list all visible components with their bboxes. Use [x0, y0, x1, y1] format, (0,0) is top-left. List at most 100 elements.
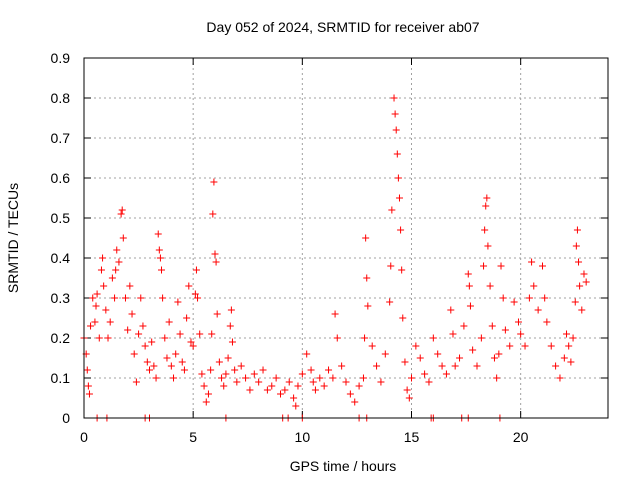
data-point — [174, 298, 182, 306]
data-point — [161, 334, 169, 342]
data-point — [117, 210, 125, 218]
data-point — [154, 230, 162, 238]
data-point — [359, 374, 367, 382]
data-point — [307, 366, 315, 374]
data-point — [497, 262, 505, 270]
data-point — [381, 350, 389, 358]
data-point — [514, 318, 522, 326]
data-point — [204, 390, 212, 398]
data-point — [194, 294, 202, 302]
data-point — [132, 378, 140, 386]
data-point — [333, 334, 341, 342]
chart-title: Day 052 of 2024, SRMTID for receiver ab0… — [206, 19, 479, 35]
data-point — [442, 370, 450, 378]
data-point — [510, 298, 518, 306]
data-point — [373, 362, 381, 370]
data-point — [198, 370, 206, 378]
data-point — [224, 354, 232, 362]
data-point — [108, 274, 116, 282]
data-point — [429, 334, 437, 342]
data-point — [368, 342, 376, 350]
data-point — [146, 366, 153, 374]
data-point — [143, 358, 151, 366]
x-axis-label: GPS time / hours — [290, 458, 397, 474]
data-point — [212, 258, 220, 266]
y-tick-label: 0.2 — [51, 330, 71, 346]
data-point — [456, 354, 464, 362]
data-point — [298, 370, 306, 378]
data-point — [495, 350, 503, 358]
data-point — [416, 354, 424, 362]
data-point — [227, 306, 235, 314]
data-point — [192, 266, 200, 274]
y-tick-label: 0.6 — [51, 170, 71, 186]
data-point — [530, 282, 538, 290]
data-point — [517, 330, 525, 338]
data-point — [104, 334, 112, 342]
data-point — [141, 342, 149, 350]
data-point — [311, 386, 319, 394]
data-point — [309, 378, 317, 386]
data-point — [393, 150, 401, 158]
x-tick-label: 15 — [404, 429, 420, 445]
data-point — [331, 310, 339, 318]
data-point — [412, 342, 420, 350]
data-point — [233, 378, 241, 386]
data-point — [220, 382, 228, 390]
data-point — [483, 194, 491, 202]
data-point — [228, 338, 236, 346]
data-point — [392, 126, 400, 134]
data-point — [543, 318, 551, 326]
y-tick-label: 0.3 — [51, 290, 71, 306]
data-point — [91, 318, 99, 326]
data-point — [547, 342, 555, 350]
data-points — [80, 94, 590, 422]
data-point — [338, 362, 346, 370]
y-tick-label: 0.4 — [51, 250, 71, 266]
data-point — [95, 334, 103, 342]
data-point — [469, 346, 477, 354]
data-point — [539, 262, 546, 270]
data-point — [213, 310, 221, 318]
data-point — [246, 386, 254, 394]
data-point — [285, 378, 293, 386]
data-point — [155, 246, 163, 254]
data-point — [569, 334, 577, 342]
data-point — [329, 374, 337, 382]
data-point — [152, 374, 160, 382]
data-point — [342, 378, 350, 386]
data-point — [165, 318, 173, 326]
x-tick-label: 10 — [295, 429, 311, 445]
data-point — [158, 266, 166, 274]
grid-lines — [84, 58, 608, 418]
data-point — [465, 282, 473, 290]
data-point — [97, 266, 105, 274]
data-point — [189, 342, 197, 350]
data-point — [499, 294, 507, 302]
data-point — [477, 334, 485, 342]
data-point — [490, 354, 498, 362]
data-point — [447, 306, 455, 314]
y-tick-label: 0.7 — [51, 130, 71, 146]
data-point — [106, 318, 114, 326]
data-point — [196, 330, 204, 338]
data-point — [156, 254, 164, 262]
data-point — [525, 294, 533, 302]
data-point — [488, 322, 496, 330]
data-point — [211, 250, 219, 258]
y-tick-label: 0 — [62, 410, 70, 426]
data-point — [250, 370, 258, 378]
data-point — [183, 314, 191, 322]
data-point — [351, 398, 359, 406]
data-point — [210, 178, 218, 186]
data-point — [119, 234, 127, 242]
data-point — [112, 266, 120, 274]
data-point — [480, 262, 488, 270]
data-point — [506, 342, 514, 350]
data-point — [316, 374, 324, 382]
data-point — [92, 302, 100, 310]
data-point — [180, 366, 188, 374]
data-point — [121, 294, 129, 302]
data-point — [399, 314, 407, 322]
